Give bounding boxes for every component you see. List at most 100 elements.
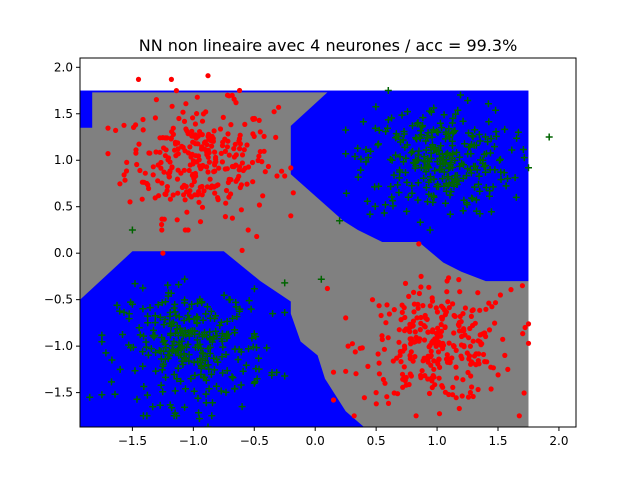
point-green: [468, 140, 475, 148]
x-tick-label: −0.5: [240, 434, 269, 448]
point-green: [375, 140, 382, 148]
point-green: [140, 332, 148, 340]
point-red: [189, 128, 195, 134]
point-red: [164, 184, 170, 190]
point-red: [233, 152, 239, 158]
point-green: [173, 375, 181, 383]
point-red: [381, 346, 387, 352]
point-green: [139, 305, 147, 313]
point-red: [428, 348, 434, 354]
point-red: [430, 338, 436, 344]
point-red: [175, 140, 181, 146]
point-red: [399, 302, 405, 308]
point-green: [464, 97, 472, 104]
point-red: [361, 395, 367, 401]
point-red: [117, 181, 123, 187]
point-red: [199, 192, 205, 198]
point-red: [379, 336, 385, 343]
point-green: [202, 310, 210, 318]
data-points: [86, 73, 553, 427]
point-green: [424, 155, 432, 162]
point-red: [378, 312, 384, 319]
point-green: [514, 128, 522, 136]
point-red: [231, 146, 237, 152]
point-red: [194, 111, 200, 117]
point-green: [460, 196, 468, 204]
point-green: [139, 348, 147, 356]
point-green: [384, 87, 392, 94]
point-red: [413, 413, 419, 419]
point-red: [411, 309, 417, 315]
y-tick-label: −1.5: [44, 386, 73, 400]
point-red: [434, 359, 440, 365]
point-green: [502, 182, 510, 190]
y-axis: −1.5 −1.0 −0.5 0.0 0.5 1.0 1.5 2.0: [44, 60, 80, 400]
point-red: [203, 109, 209, 115]
point-green: [201, 373, 209, 381]
point-red: [436, 411, 443, 417]
point-red: [382, 380, 388, 386]
point-red: [180, 109, 186, 115]
point-red: [173, 153, 179, 159]
point-green: [156, 401, 164, 409]
point-red: [188, 194, 194, 200]
point-green: [205, 385, 213, 393]
point-green: [404, 193, 412, 201]
point-red: [257, 149, 263, 155]
point-green: [166, 352, 174, 360]
point-green: [459, 174, 467, 182]
point-red: [257, 129, 263, 135]
point-red: [411, 289, 417, 295]
point-green: [401, 143, 409, 151]
point-red: [466, 335, 472, 341]
point-red: [274, 173, 280, 179]
point-green: [250, 379, 258, 387]
point-green: [480, 163, 488, 171]
point-green: [473, 207, 480, 215]
point-green: [139, 284, 147, 292]
point-green: [451, 127, 459, 135]
point-green: [419, 114, 427, 122]
point-green: [208, 412, 216, 420]
point-green: [445, 180, 453, 188]
point-red: [439, 314, 445, 320]
point-red: [215, 195, 221, 201]
point-red: [471, 353, 478, 359]
point-green: [222, 351, 230, 358]
point-red: [160, 250, 166, 256]
point-red: [194, 94, 200, 100]
point-green: [231, 345, 239, 353]
point-red: [451, 343, 457, 350]
point-green: [217, 387, 225, 395]
point-green: [372, 103, 380, 111]
point-green: [417, 127, 425, 135]
point-red: [205, 73, 211, 79]
y-tick-label: 1.5: [54, 107, 73, 121]
point-red: [438, 342, 444, 348]
point-green: [476, 137, 484, 145]
point-green: [120, 308, 128, 316]
point-red: [462, 305, 468, 311]
point-green: [179, 361, 187, 368]
point-green: [196, 355, 204, 362]
point-green: [159, 362, 167, 370]
x-tick-label: 0.5: [367, 434, 386, 448]
point-green: [396, 153, 404, 161]
point-green: [253, 375, 261, 383]
point-red: [153, 97, 159, 103]
point-red: [459, 328, 465, 334]
point-red: [222, 214, 228, 220]
point-red: [497, 292, 503, 298]
point-green: [402, 154, 410, 162]
point-red: [121, 172, 127, 178]
point-red: [212, 190, 218, 196]
point-red: [415, 305, 421, 311]
x-tick-label: −1.0: [179, 434, 208, 448]
point-red: [288, 165, 294, 171]
point-green: [156, 313, 164, 321]
point-red: [403, 326, 409, 332]
point-green: [146, 304, 154, 312]
point-green: [151, 319, 159, 327]
point-red: [199, 132, 205, 138]
point-green: [222, 388, 230, 396]
